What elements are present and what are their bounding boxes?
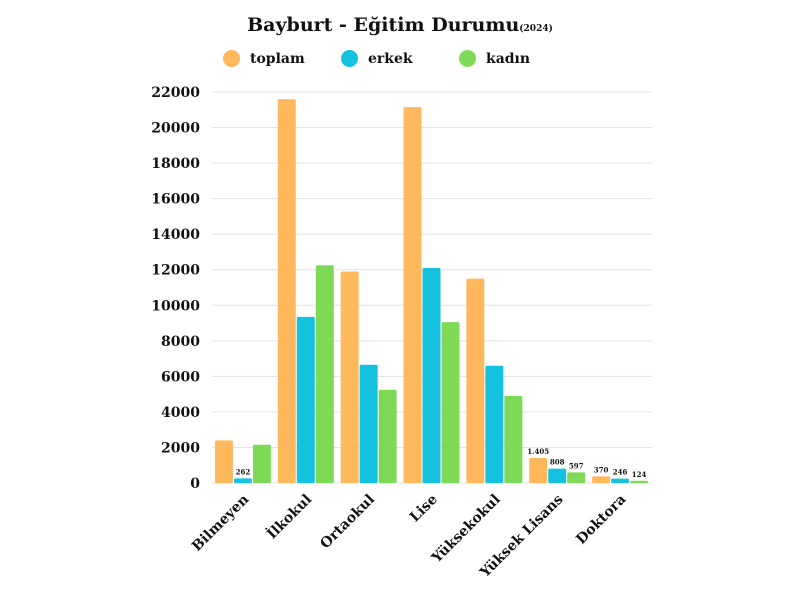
bar-erkek	[611, 478, 630, 483]
x-tick-label: Lise	[407, 491, 441, 525]
bar-erkek	[485, 365, 504, 483]
legend-swatch-kadin	[459, 50, 476, 67]
data-label: 808	[550, 458, 565, 467]
y-tick-label: 12000	[151, 263, 200, 279]
y-tick-label: 20000	[151, 121, 200, 137]
legend-label-kadin: kadın	[486, 50, 531, 67]
bar-kadın	[630, 480, 649, 483]
data-label: 1.405	[527, 447, 549, 456]
bar-kadın	[567, 472, 586, 483]
legend-item-toplam: toplam	[223, 50, 341, 67]
bar-toplam	[466, 278, 485, 483]
data-label: 262	[236, 467, 251, 476]
x-tick-label: Ortaokul	[317, 492, 378, 553]
chart-title: Bayburt - Eğitim Durumu(2024)	[0, 14, 800, 36]
bar-toplam	[529, 458, 548, 483]
bar-kadın	[252, 444, 271, 483]
legend-item-erkek: erkek	[341, 50, 459, 67]
legend-swatch-erkek	[341, 50, 358, 67]
bar-kadın	[441, 322, 460, 483]
chart-legend: toplam erkek kadın	[0, 50, 800, 67]
bar-erkek	[296, 316, 315, 483]
data-label: 124	[632, 470, 647, 479]
bar-kadın	[504, 395, 523, 483]
y-tick-label: 2000	[161, 440, 200, 456]
y-tick-label: 18000	[151, 156, 200, 172]
x-tick-label: Doktora	[573, 492, 629, 548]
y-tick-label: 10000	[151, 298, 200, 314]
chart-title-text: Bayburt - Eğitim Durumu	[247, 14, 520, 36]
bar-kadın	[378, 389, 397, 483]
bar-erkek	[233, 478, 252, 483]
legend-label-toplam: toplam	[250, 50, 305, 67]
y-tick-label: 14000	[151, 227, 200, 243]
bar-toplam	[277, 99, 296, 483]
data-label: 246	[613, 468, 628, 477]
x-tick-label: Bilmeyen	[189, 492, 252, 555]
y-tick-label: 22000	[151, 85, 200, 101]
x-tick-label: İlkokul	[262, 489, 315, 542]
y-tick-label: 0	[190, 476, 200, 492]
bar-erkek	[422, 267, 441, 483]
legend-item-kadin: kadın	[459, 50, 577, 67]
bar-toplam	[592, 476, 611, 483]
y-tick-label: 8000	[161, 334, 200, 350]
bar-toplam	[340, 271, 359, 483]
bar-erkek	[359, 364, 378, 483]
data-label: 597	[569, 461, 584, 470]
bar-toplam	[214, 440, 233, 483]
bar-toplam	[403, 107, 422, 484]
y-tick-label: 16000	[151, 192, 200, 208]
data-label: 370	[594, 465, 609, 474]
legend-swatch-toplam	[223, 50, 240, 67]
chart-subtitle: (2024)	[519, 24, 553, 34]
bar-kadın	[315, 265, 334, 483]
legend-label-erkek: erkek	[368, 50, 413, 67]
y-tick-label: 6000	[161, 369, 200, 385]
y-tick-label: 4000	[161, 405, 200, 421]
bar-erkek	[548, 468, 567, 483]
